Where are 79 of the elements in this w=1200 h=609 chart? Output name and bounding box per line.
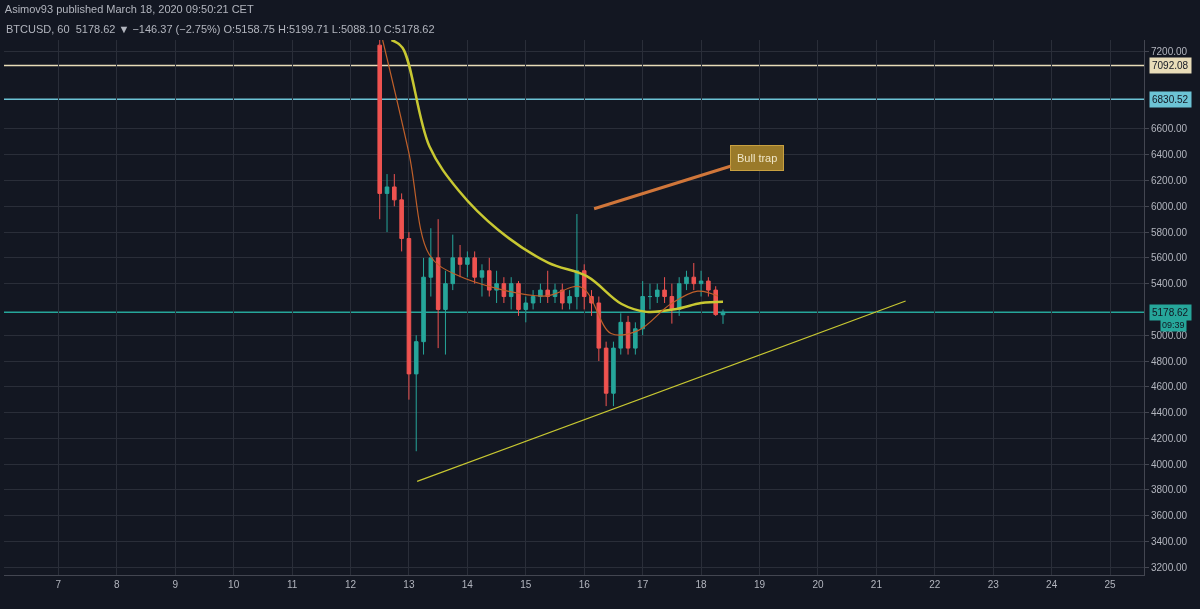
candlestick: [384, 173, 390, 233]
x-tick-label: 14: [461, 579, 474, 590]
candlestick: [399, 192, 404, 252]
x-tick-label: 23: [987, 579, 1000, 590]
ref-line-label: 7092.08: [1152, 60, 1189, 71]
candlestick: [530, 289, 536, 310]
y-tick-label: 6000.00: [1151, 200, 1188, 212]
ref-line-label: 5178.62: [1152, 307, 1189, 318]
y-tick-label: 5000.00: [1151, 329, 1188, 341]
x-tick-label: 8: [113, 579, 120, 590]
candlestick: [698, 270, 704, 298]
y-tick-label: 6200.00: [1151, 175, 1188, 187]
x-tick-label: 19: [753, 579, 766, 590]
y-tick-label: 3200.00: [1151, 561, 1188, 573]
x-tick-label: 10: [228, 579, 240, 590]
candlestick: [654, 283, 660, 304]
y-tick-label: 3400.00: [1151, 535, 1188, 547]
candlestick: [633, 321, 638, 356]
chart-title: Asimov93 published March 18, 2020 09:50:21 CET: [4, 2, 254, 15]
candlestick: [545, 270, 550, 304]
candlestick: [413, 334, 419, 452]
y-tick-label: 5800.00: [1151, 226, 1188, 238]
candlestick: [501, 276, 507, 304]
candlestick: [428, 227, 434, 298]
candlestick: [486, 257, 492, 298]
candlestick: [392, 173, 397, 207]
candlestick: [377, 40, 382, 220]
y-tick-label: 7200.00: [1151, 46, 1188, 58]
candlestick: [691, 262, 697, 291]
candlestick: [560, 283, 565, 310]
chart-subtitle: BTCUSD, 60 5178.62 ▼ −146.37 (−2.75%) O:5158.75 H:5199.71 L:5088.10 C:5178.62: [6, 23, 435, 35]
candlestick: [625, 315, 631, 356]
candlestick: [603, 341, 609, 407]
candlestick: [662, 276, 667, 304]
y-tick-label: 4000.00: [1151, 458, 1188, 470]
candlestick: [457, 244, 463, 278]
y-tick-label: 4800.00: [1151, 355, 1188, 367]
y-tick-label: 3600.00: [1151, 510, 1188, 522]
annotation: Bull trap: [737, 152, 778, 164]
ref-line-label: 6830.52: [1152, 94, 1189, 105]
candlestick: [450, 234, 456, 291]
candlestick: [494, 270, 499, 304]
x-tick-label: 20: [812, 579, 824, 590]
candlestick: [465, 250, 470, 278]
candlestick: [684, 270, 689, 291]
y-tick-label: 6400.00: [1151, 149, 1188, 161]
x-tick-label: 12: [344, 579, 357, 590]
x-tick-label: 7: [55, 579, 62, 590]
candlestick: [611, 341, 616, 407]
x-tick-label: 22: [929, 579, 941, 590]
candlestick: [567, 289, 572, 310]
y-tick-label: 3800.00: [1151, 484, 1188, 496]
y-tick-label: 4400.00: [1151, 407, 1188, 419]
x-tick-label: 18: [695, 579, 708, 590]
candlestick: [472, 250, 477, 285]
candlestick: [706, 276, 711, 298]
y-tick-label: 6600.00: [1151, 123, 1188, 135]
y-tick-label: 5400.00: [1151, 278, 1188, 290]
x-tick-label: 11: [286, 579, 298, 590]
text: 09:39: [1162, 320, 1185, 330]
candlestick: [479, 263, 485, 298]
candlestick: [516, 280, 521, 317]
x-tick-label: 13: [403, 579, 415, 590]
x-tick-label: 17: [637, 579, 649, 590]
y-tick-label: 5600.00: [1151, 252, 1188, 264]
candlestick: [574, 213, 580, 310]
y-tick-label: 4600.00: [1151, 381, 1188, 393]
x-tick-label: 25: [1104, 579, 1117, 590]
candlestick: [435, 218, 441, 349]
x-tick-label: 21: [870, 579, 883, 590]
y-tick-label: 4200.00: [1151, 432, 1188, 444]
candlestick: [508, 276, 514, 310]
x-tick-label: 24: [1046, 579, 1058, 590]
candlestick: [596, 296, 602, 362]
candlestick: [406, 231, 412, 401]
x-tick-label: 16: [578, 579, 591, 590]
x-tick-label: 9: [172, 579, 179, 590]
x-tick-label: 15: [520, 579, 532, 590]
candlestick: [647, 283, 653, 310]
